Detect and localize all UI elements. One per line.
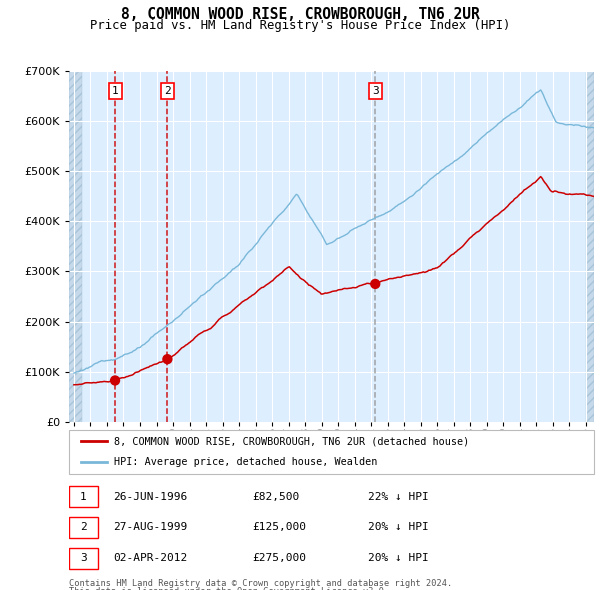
Text: This data is licensed under the Open Government Licence v3.0.: This data is licensed under the Open Gov… xyxy=(69,587,389,590)
Text: 20% ↓ HPI: 20% ↓ HPI xyxy=(368,523,429,532)
Text: 8, COMMON WOOD RISE, CROWBOROUGH, TN6 2UR: 8, COMMON WOOD RISE, CROWBOROUGH, TN6 2U… xyxy=(121,7,479,22)
Bar xyxy=(69,71,82,422)
Bar xyxy=(586,71,594,422)
Text: 2: 2 xyxy=(80,523,86,532)
Text: £82,500: £82,500 xyxy=(253,492,300,502)
Text: £275,000: £275,000 xyxy=(253,553,307,563)
Text: 22% ↓ HPI: 22% ↓ HPI xyxy=(368,492,429,502)
Text: 3: 3 xyxy=(80,553,86,563)
Text: 3: 3 xyxy=(372,86,379,96)
Text: 2: 2 xyxy=(164,86,171,96)
Text: 20% ↓ HPI: 20% ↓ HPI xyxy=(368,553,429,563)
FancyBboxPatch shape xyxy=(69,548,98,569)
Text: 27-AUG-1999: 27-AUG-1999 xyxy=(113,523,188,532)
Text: £125,000: £125,000 xyxy=(253,523,307,532)
Bar xyxy=(586,71,594,422)
FancyBboxPatch shape xyxy=(69,430,594,474)
FancyBboxPatch shape xyxy=(69,486,98,507)
Text: Price paid vs. HM Land Registry's House Price Index (HPI): Price paid vs. HM Land Registry's House … xyxy=(90,19,510,32)
Text: 1: 1 xyxy=(80,492,86,502)
Point xyxy=(110,376,120,385)
Text: Contains HM Land Registry data © Crown copyright and database right 2024.: Contains HM Land Registry data © Crown c… xyxy=(69,579,452,588)
FancyBboxPatch shape xyxy=(69,517,98,538)
Text: 8, COMMON WOOD RISE, CROWBOROUGH, TN6 2UR (detached house): 8, COMMON WOOD RISE, CROWBOROUGH, TN6 2U… xyxy=(113,437,469,447)
Point xyxy=(370,279,380,289)
Text: 1: 1 xyxy=(112,86,118,96)
Point xyxy=(163,355,172,364)
Text: 26-JUN-1996: 26-JUN-1996 xyxy=(113,492,188,502)
Text: 02-APR-2012: 02-APR-2012 xyxy=(113,553,188,563)
Text: HPI: Average price, detached house, Wealden: HPI: Average price, detached house, Weal… xyxy=(113,457,377,467)
Bar xyxy=(69,71,82,422)
